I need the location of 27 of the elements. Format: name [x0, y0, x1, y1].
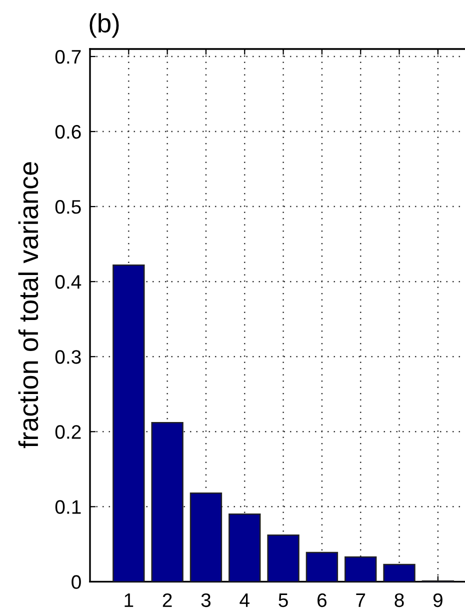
- x-tick-label: 5: [278, 594, 288, 608]
- bar: [344, 556, 377, 582]
- x-tick-label: 3: [201, 593, 211, 608]
- y-tick-label: 0.3: [55, 350, 81, 364]
- x-tick-label: 2: [162, 593, 172, 607]
- chart-title: (b): [90, 13, 119, 38]
- x-tick-label: 1: [124, 594, 134, 607]
- x-tick-label: 8: [394, 593, 404, 608]
- bar: [267, 534, 300, 582]
- bar: [151, 422, 184, 582]
- y-tick-label: 0.7: [55, 50, 81, 64]
- bar: [306, 552, 338, 582]
- bar: [190, 492, 222, 582]
- bar: [383, 564, 416, 582]
- y-tick-label: 0: [72, 575, 81, 589]
- y-tick-label: 0.1: [55, 500, 81, 514]
- x-tick-label: 6: [318, 593, 327, 608]
- x-tick-label: 7: [356, 594, 366, 607]
- bar: [112, 264, 145, 582]
- y-axis-title: fraction of total variance: [18, 162, 38, 448]
- y-tick-label: 0.6: [55, 125, 81, 139]
- y-tick-label: 0.2: [55, 425, 81, 439]
- bar: [228, 514, 261, 582]
- x-tick-label: 4: [240, 594, 250, 607]
- y-tick-label: 0.4: [55, 275, 82, 289]
- x-tick-label: 9: [433, 593, 442, 608]
- y-tick-label: 0.5: [55, 200, 81, 214]
